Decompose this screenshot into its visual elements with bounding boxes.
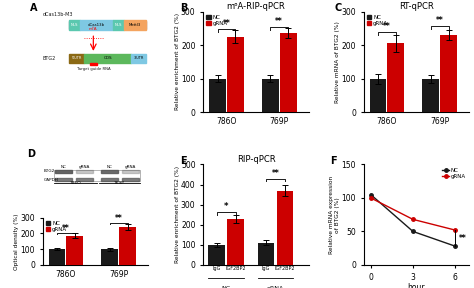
Title: m⁶A-RIP-qPCR: m⁶A-RIP-qPCR [227, 2, 285, 11]
Bar [113, 20, 124, 30]
Text: **: ** [62, 223, 70, 232]
Bar [131, 54, 146, 63]
NC [452, 245, 458, 248]
Bar [262, 79, 279, 112]
Bar [55, 170, 140, 181]
Legend: NC, gRNA: NC, gRNA [442, 167, 466, 179]
Bar [69, 54, 84, 63]
Text: Target guide RNA: Target guide RNA [76, 67, 110, 71]
Text: NC: NC [61, 165, 67, 169]
Text: NLS: NLS [71, 23, 78, 27]
Line: gRNA: gRNA [369, 196, 457, 232]
Bar [76, 178, 93, 181]
Text: 3'UTR: 3'UTR [134, 56, 144, 60]
Text: gRNA: gRNA [79, 165, 91, 169]
Bar [49, 249, 65, 265]
Text: 5'UTR: 5'UTR [71, 56, 82, 60]
Bar [277, 191, 293, 265]
Bar [370, 79, 386, 112]
gRNA [410, 218, 416, 221]
Bar [101, 178, 118, 181]
Bar [76, 170, 93, 173]
Bar [66, 236, 83, 265]
Bar [122, 170, 139, 173]
Text: **: ** [115, 214, 123, 223]
Y-axis label: Optical density (%): Optical density (%) [14, 213, 19, 270]
Bar [101, 249, 118, 265]
Text: C: C [334, 3, 341, 14]
Text: m⁶A: m⁶A [89, 27, 98, 31]
Text: **: ** [436, 16, 444, 25]
gRNA [368, 196, 374, 200]
Bar [440, 35, 457, 112]
NC [410, 230, 416, 233]
Text: **: ** [275, 18, 283, 26]
Text: 786O: 786O [70, 181, 81, 185]
Text: **: ** [459, 234, 467, 243]
Text: gRNA: gRNA [125, 165, 136, 169]
Text: **: ** [383, 22, 391, 31]
Bar [101, 170, 118, 173]
Text: F: F [330, 156, 337, 166]
Bar [227, 219, 244, 265]
X-axis label: hour: hour [408, 283, 425, 288]
Bar [80, 20, 113, 30]
Y-axis label: Relative mRNA of BTG2 (%): Relative mRNA of BTG2 (%) [335, 21, 340, 103]
Title: RT-qPCR: RT-qPCR [399, 2, 434, 11]
Text: A: A [30, 3, 37, 14]
Y-axis label: Relative enrichment of BTG2 (%): Relative enrichment of BTG2 (%) [174, 13, 180, 110]
Bar [209, 245, 225, 265]
Text: dCas13b: dCas13b [88, 23, 105, 27]
Text: BTG2: BTG2 [44, 169, 55, 173]
Title: RIP-qPCR: RIP-qPCR [237, 155, 275, 164]
Text: B: B [180, 3, 187, 14]
Line: NC: NC [369, 193, 457, 248]
Bar [387, 43, 404, 112]
NC [368, 193, 374, 196]
Legend: NC, gRNA: NC, gRNA [46, 220, 68, 232]
Y-axis label: Relative mRNA expression
of BTG2 (%): Relative mRNA expression of BTG2 (%) [329, 176, 340, 254]
Y-axis label: Relative enrichment of BTG2 (%): Relative enrichment of BTG2 (%) [174, 166, 180, 263]
Text: **: ** [272, 169, 279, 178]
Bar [84, 54, 131, 63]
Text: NC: NC [221, 286, 231, 288]
Legend: NC, gRNA: NC, gRNA [366, 14, 389, 26]
Bar [227, 37, 244, 112]
Bar [124, 20, 146, 30]
Bar [209, 79, 226, 112]
Text: BTG2: BTG2 [43, 56, 56, 61]
Bar [119, 227, 136, 265]
Legend: NC, gRNA: NC, gRNA [206, 14, 228, 26]
Text: CDS: CDS [103, 56, 112, 60]
Text: **: ** [223, 19, 230, 28]
Bar [280, 33, 297, 112]
Bar [69, 21, 146, 29]
Bar [90, 63, 97, 65]
Bar [122, 178, 139, 181]
Text: GAPDH: GAPDH [44, 177, 58, 181]
Bar [69, 20, 80, 30]
gRNA [452, 228, 458, 232]
Text: D: D [27, 149, 35, 159]
Text: Mettl3: Mettl3 [129, 23, 141, 27]
Text: 769P: 769P [114, 181, 125, 185]
Bar [258, 243, 274, 265]
Bar [55, 170, 72, 173]
Text: gRNA: gRNA [267, 286, 284, 288]
Bar [55, 178, 72, 181]
Text: *: * [224, 202, 228, 211]
Bar [422, 79, 439, 112]
Text: dCas13b-M3: dCas13b-M3 [43, 12, 73, 17]
Text: NC: NC [106, 165, 112, 169]
Text: NLS: NLS [115, 23, 122, 27]
Text: E: E [180, 156, 187, 166]
